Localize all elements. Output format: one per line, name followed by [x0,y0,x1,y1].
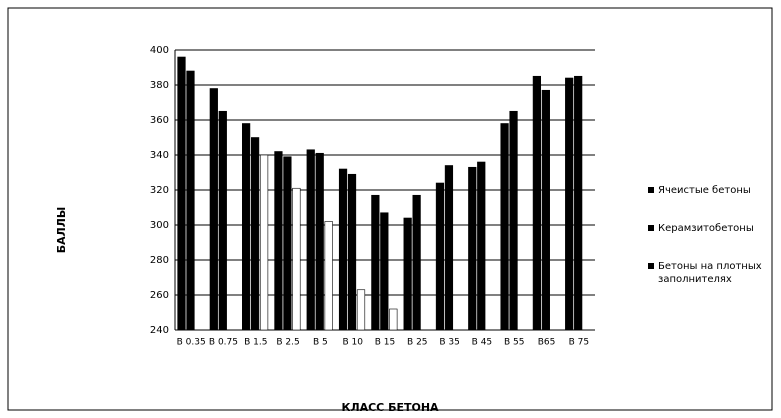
y-tick-label: 300 [150,220,169,231]
x-tick-label: В 25 [407,338,428,348]
y-tick-label: 260 [150,290,169,301]
legend-label: Бетоны на плотных заполнителях [658,261,762,285]
bar [292,187,301,331]
bar [444,165,454,331]
bar [574,75,583,331]
y-tick-label: 340 [150,150,169,161]
x-tick-label: В 35 [439,338,460,348]
x-tick-label: В 1.5 [244,338,267,348]
bar [250,137,260,331]
frame [7,7,773,411]
bar [315,152,324,331]
bar [274,151,283,331]
legend-line: заполнителях [658,274,732,285]
bar [338,168,348,331]
x-tick-label: В 0.75 [209,338,238,348]
x-axis-label: КЛАСС БЕТОНА [341,401,439,414]
x-tick-label: В 2.5 [276,338,299,348]
legend-label: Ячеистые бетоны [658,185,751,196]
bar [177,56,186,331]
bar [324,221,333,331]
y-axis-label: БАЛЛЫ [55,207,68,254]
bar [347,173,357,331]
legend-label: Керамзитобетоны [658,223,754,234]
bar [259,154,269,331]
x-tick-label: В 45 [472,338,493,348]
bar [186,70,195,331]
legend-swatch [648,187,654,193]
bar [306,149,315,331]
bar [468,166,477,331]
bar [380,212,389,331]
bar [283,156,292,331]
bar [371,194,380,331]
x-tick-label: В 15 [375,338,396,348]
y-tick-label: 380 [150,80,169,91]
bar [356,289,366,331]
bar [509,110,518,331]
x-tick-label: В 75 [569,338,590,348]
bar [500,123,509,331]
y-tick-label: 400 [150,45,169,56]
y-tick-label: 240 [150,325,169,336]
bar [477,161,486,331]
bar [242,123,251,331]
bar [412,194,421,331]
y-tick-label: 360 [150,115,169,126]
legend-line: Бетоны на плотных [658,261,762,272]
bar [403,217,412,331]
x-tick-label: В 5 [313,338,328,348]
bar [565,77,574,331]
x-tick-label: В 0.35 [177,338,206,348]
bar [435,182,445,331]
bar [389,308,398,331]
bar [218,110,227,331]
x-tick-label: В65 [538,338,556,348]
bar [209,88,218,331]
y-tick-label: 320 [150,185,169,196]
bar [532,75,542,331]
y-tick-label: 280 [150,255,169,266]
x-tick-label: В 55 [504,338,525,348]
legend-swatch [648,263,654,269]
x-tick-label: В 10 [342,338,363,348]
bar [541,89,550,331]
legend-swatch [648,225,654,231]
